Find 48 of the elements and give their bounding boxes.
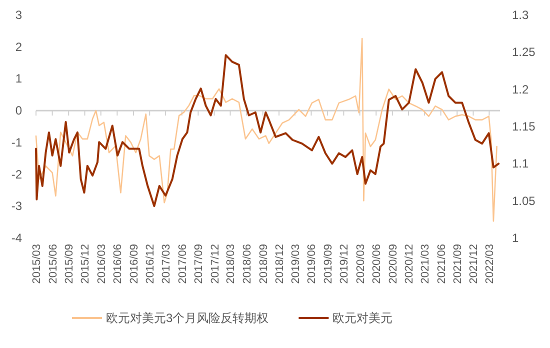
y2-tick-label: 1.05: [512, 194, 536, 208]
x-tick-label: 2018/03: [225, 244, 238, 284]
x-tick-label: 2015/03: [31, 244, 43, 284]
x-tick-label: 2016/09: [128, 244, 140, 284]
y2-tick-label: 1.2: [512, 82, 530, 96]
line-series: [35, 38, 498, 222]
legend-label: 欧元对美元3个月风险反转期权: [106, 311, 269, 325]
x-tick-label: 2022/03: [484, 244, 496, 284]
x-tick-label: 2021/09: [452, 244, 464, 284]
x-tick-label: 2020/03: [354, 244, 367, 284]
y2-tick-label: 1: [512, 231, 519, 245]
x-tick-label: 2020/09: [387, 244, 400, 284]
x-tick-label: 2019/06: [306, 244, 318, 284]
x-tick-label: 2018/12: [274, 244, 286, 284]
x-tick-label: 2019/03: [290, 244, 302, 284]
x-tick-label: 2017/06: [176, 244, 189, 284]
y-tick-label: 0: [15, 104, 22, 118]
y2-tick-label: 1.15: [512, 120, 536, 134]
x-tick-label: 2019/12: [338, 244, 351, 284]
y-tick-label: -2: [11, 167, 22, 182]
x-tick-label: 2018/06: [242, 244, 254, 284]
x-tick-label: 2021/06: [436, 244, 448, 284]
x-tick-label: 2015/06: [47, 244, 60, 284]
y2-tick-label: 1.25: [512, 45, 536, 60]
x-tick-label: 2018/09: [258, 244, 270, 284]
x-tick-label: 2015/12: [80, 244, 92, 284]
line-series: [35, 54, 500, 208]
y2-tick-label: 1.1: [512, 156, 530, 171]
x-tick-label: 2020/06: [371, 244, 384, 284]
y-tick-label: 2: [15, 40, 22, 54]
y-tick-label: 1: [15, 72, 22, 86]
x-tick-label: 2020/12: [404, 244, 416, 284]
y-tick-label: -4: [11, 231, 22, 245]
x-tick-label: 2019/09: [322, 244, 335, 284]
x-tick-label: 2017/09: [193, 244, 206, 284]
x-tick-label: 2021/12: [468, 244, 480, 284]
y-tick-label: -3: [11, 199, 22, 214]
x-tick-label: 2017/03: [160, 244, 173, 284]
y2-tick-label: 1.3: [512, 8, 530, 22]
y-tick-label: -1: [11, 135, 22, 150]
x-tick-label: 2017/12: [209, 244, 222, 284]
x-tick-label: 2016/06: [112, 244, 124, 284]
y-tick-label: 3: [15, 8, 22, 22]
x-tick-label: 2015/09: [64, 244, 76, 284]
x-tick-label: 2021/03: [420, 244, 432, 284]
legend-label: 欧元对美元: [332, 311, 393, 325]
x-tick-label: 2016/03: [96, 244, 108, 284]
x-tick-label: 2016/12: [144, 244, 157, 284]
